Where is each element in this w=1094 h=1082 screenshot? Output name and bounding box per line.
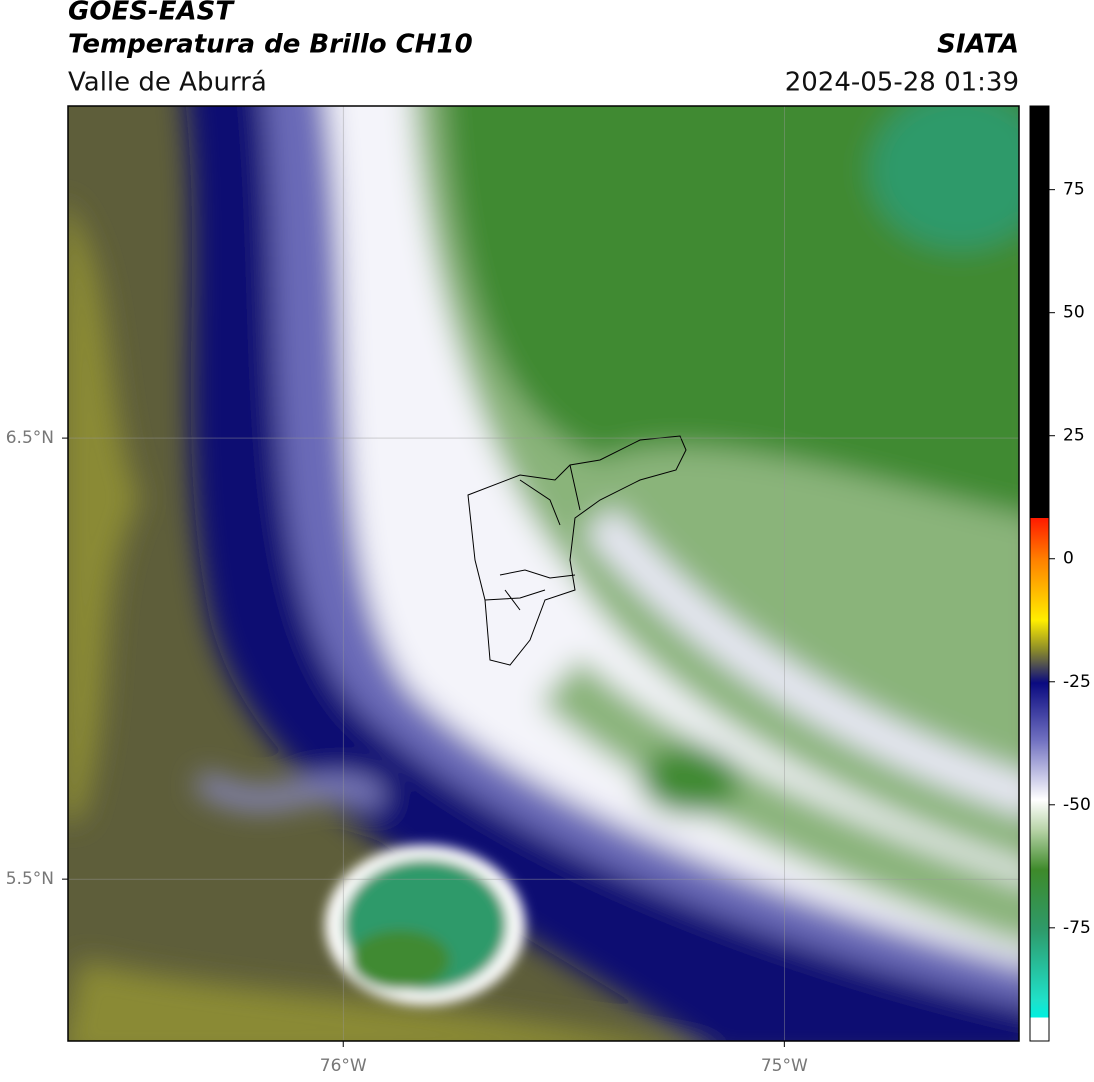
- map-frame: [67, 105, 1020, 1042]
- colorbar: [1029, 105, 1050, 1042]
- colorbar-tick-label: 25: [1063, 426, 1085, 446]
- title: GOES-EAST: [68, 0, 235, 27]
- y-tick-label: 6.5°N: [6, 428, 54, 448]
- colorbar-tick-label: -75: [1063, 918, 1091, 938]
- timestamp: 2024-05-28 01:39: [785, 68, 1019, 98]
- colorbar-tick-label: 75: [1063, 180, 1085, 200]
- colorbar-tick-label: -50: [1063, 795, 1091, 815]
- region: Valle de Aburrá: [68, 68, 267, 98]
- y-tick-label: 5.5°N: [6, 869, 54, 889]
- colorbar-tick-label: -25: [1063, 672, 1091, 692]
- x-tick-label: 75°W: [761, 1056, 808, 1076]
- satellite-image: [68, 106, 1019, 1041]
- colorbar-tick-label: 50: [1063, 303, 1085, 323]
- x-tick-label: 76°W: [320, 1056, 367, 1076]
- municipal-boundaries: [467, 435, 687, 666]
- source: SIATA: [937, 30, 1019, 60]
- subtitle: Temperatura de Brillo CH10: [68, 30, 473, 60]
- colorbar-tick-label: 0: [1063, 549, 1074, 569]
